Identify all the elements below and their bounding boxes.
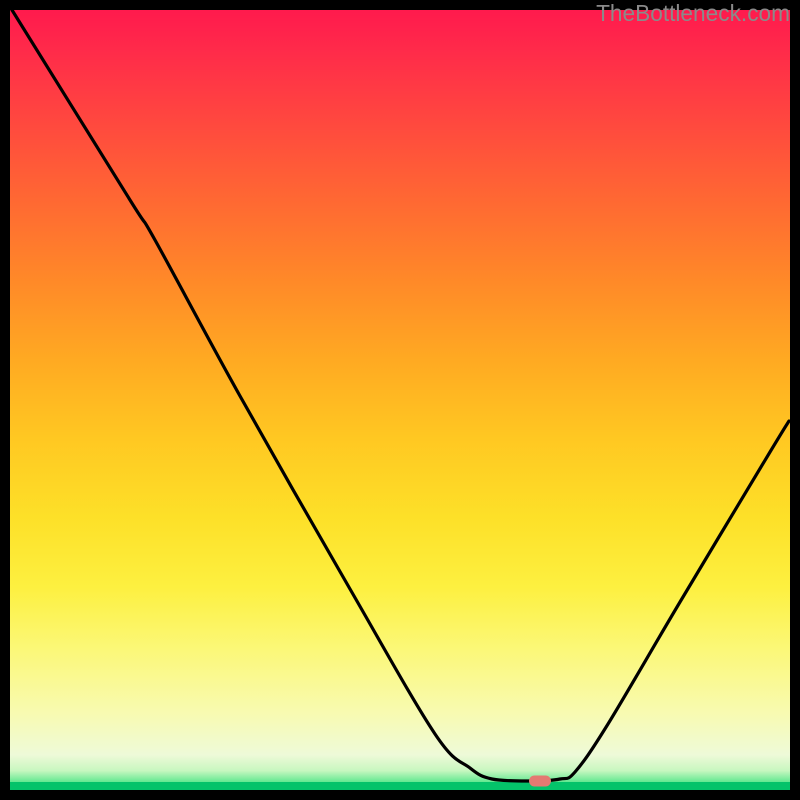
optimal-point-marker: [529, 776, 551, 787]
watermark-text: TheBottleneck.com: [596, 0, 790, 27]
chart-container: TheBottleneck.com: [0, 0, 800, 800]
bottleneck-curve: [0, 0, 800, 800]
